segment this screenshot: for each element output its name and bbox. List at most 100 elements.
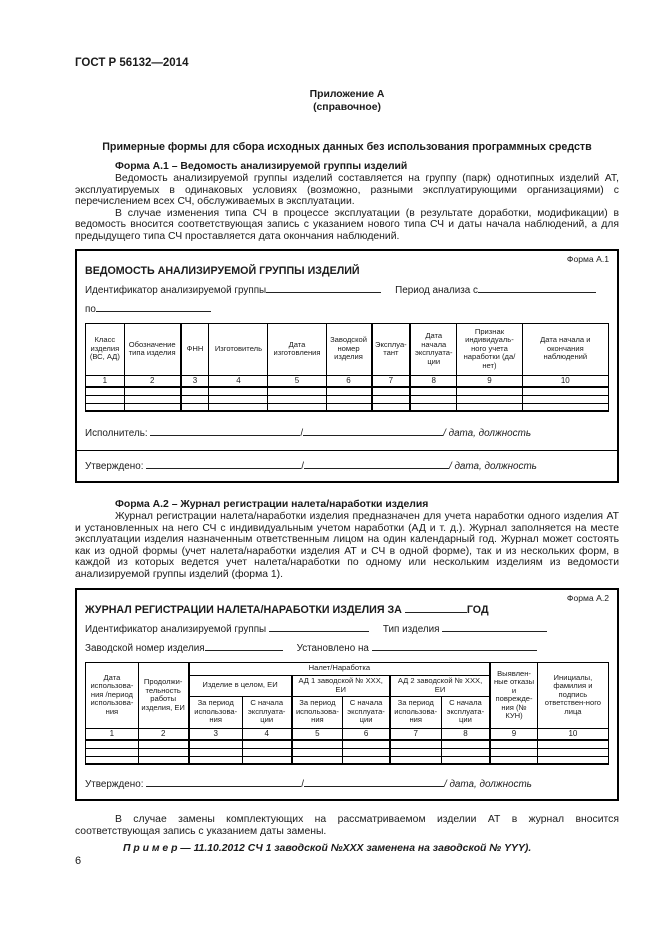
field-label-group: Идентификатор анализируемой группы (85, 623, 267, 635)
approved-label: Утверждено: (85, 461, 144, 473)
column-header: Инициалы, фамилия и подпись ответствен-н… (536, 661, 610, 729)
table-header-row-1: Дата использова-ния /период использова-н… (85, 661, 610, 729)
column-number: 8 (409, 374, 458, 389)
column-number: 6 (342, 727, 391, 742)
form-a1-box: Форма А.1 ВЕДОМОСТЬ АНАЛИЗИРУЕМОЙ ГРУППЫ… (75, 248, 619, 484)
table-header-row: Класс изделия (ВС, АД) Обозначение типа … (85, 322, 610, 376)
column-header: Класс изделия (ВС, АД) (85, 322, 125, 376)
slash: / (301, 779, 304, 791)
column-number: 10 (536, 727, 610, 742)
blank-line (150, 427, 301, 437)
field-label-type: Тип изделия (382, 623, 440, 635)
doc-number: ГОСТ Р 56132—2014 (75, 57, 189, 69)
column-number: 10 (521, 374, 610, 389)
field-label-period: Период анализа с (395, 284, 478, 296)
column-number: 3 (187, 727, 243, 742)
empty-row (85, 739, 610, 749)
approved-signature-line: Утверждено: / / дата, должность (85, 460, 609, 473)
blank-line (477, 284, 596, 293)
field-label-installed: Установлено на (296, 642, 369, 654)
form-a1-field-line-1: Идентификатор анализируемой группы Период… (85, 284, 609, 297)
empty-row (85, 747, 610, 757)
column-header: Изготовитель (208, 322, 269, 376)
empty-row (85, 394, 610, 404)
form-a2-field-line-2: Заводской номер изделия Установлено на (85, 642, 609, 655)
empty-row (85, 402, 610, 412)
form-a2-table: Дата использова-ния /период использова-н… (85, 661, 610, 766)
column-number: 6 (325, 374, 373, 389)
column-header: Дата начала и окончания наблюдений (521, 322, 610, 376)
column-number: 8 (440, 727, 491, 742)
column-header: Дата использова-ния /период использова-н… (85, 661, 139, 729)
column-number: 4 (241, 727, 293, 742)
form-a1-field-line-2: по (85, 303, 609, 316)
form-a2-title-prefix: ЖУРНАЛ РЕГИСТРАЦИИ НАЛЕТА/НАРАБОТКИ ИЗДЕ… (85, 603, 402, 616)
column-number: 5 (290, 727, 344, 742)
column-header: Дата изготовления (267, 322, 327, 376)
column-header: Продолжи-тельность работы изделия, ЕИ (137, 661, 190, 729)
form-a1-title: ВЕДОМОСТЬ АНАЛИЗИРУЕМОЙ ГРУППЫ ИЗДЕЛИЙ (85, 264, 360, 277)
column-number-row: 1 2 3 4 5 6 7 8 9 10 (85, 374, 610, 389)
blank-line (266, 284, 382, 293)
column-header: ФНН (179, 322, 210, 376)
column-number: 1 (85, 727, 139, 742)
form-a2-section-heading: Форма А.2 – Журнал регистрации налета/на… (115, 499, 429, 511)
signature-note: / дата, должность (443, 428, 532, 440)
subgroup-header: АД 1 заводской № XXX, ЕИ (290, 674, 391, 697)
blank-line (303, 460, 449, 470)
form-a2-title-suffix: ГОД (466, 603, 489, 616)
blank-line (404, 604, 467, 613)
field-label-group: Идентификатор анализируемой группы (85, 284, 267, 296)
column-header: Обозначение типа изделия (123, 322, 182, 376)
form-a2-field-line-1: Идентификатор анализируемой группы Тип и… (85, 623, 609, 636)
blank-line (146, 460, 302, 470)
blank-line (146, 778, 302, 788)
group-header: Налет/Наработка (187, 661, 491, 676)
column-number: 4 (208, 374, 269, 389)
column-number: 7 (370, 374, 411, 389)
subcolumn-header: С начала эксплуата-ции (342, 695, 391, 729)
subcolumn-header: С начала эксплуата-ции (440, 695, 491, 729)
page-title: Примерные формы для сбора исходных данны… (102, 141, 592, 153)
column-number: 9 (456, 374, 523, 389)
blank-line (303, 427, 444, 437)
subcolumn-header: За период использова-ния (187, 695, 243, 729)
form-a1-paragraph-1: Ведомость анализируемой группы изделий с… (75, 173, 619, 208)
page-number: 6 (75, 855, 82, 867)
column-number: 9 (489, 727, 538, 742)
column-number: 7 (388, 727, 442, 742)
executor-label: Исполнитель: (85, 428, 148, 440)
column-header: Выявлен-ные отказы и поврежде-ния (№ КУН… (489, 661, 538, 729)
form-a2-title: ЖУРНАЛ РЕГИСТРАЦИИ НАЛЕТА/НАРАБОТКИ ИЗДЕ… (85, 604, 609, 617)
field-label-po: по (85, 303, 96, 315)
empty-row (85, 386, 610, 396)
approved-label: Утверждено: (85, 779, 144, 791)
executor-signature-line: Исполнитель: / / дата, должность (85, 427, 609, 440)
column-number: 1 (85, 374, 125, 389)
signature-note: / дата, должность (443, 779, 532, 791)
column-number-row: 1 2 3 4 5 6 7 8 9 10 (85, 727, 610, 742)
field-label-serial: Заводской номер изделия (85, 642, 205, 654)
appendix-title: Приложение А (309, 89, 385, 100)
column-header: Эксплуа-тант (370, 322, 411, 376)
blank-line (442, 623, 548, 632)
form-a2-corner-label: Форма А.2 (566, 592, 609, 603)
blank-line (371, 642, 537, 651)
subgroup-header: АД 2 заводской № XXX, ЕИ (388, 674, 491, 697)
divider (77, 450, 617, 452)
column-number: 5 (267, 374, 327, 389)
example-text: П р и м е р — 11.10.2012 СЧ 1 заводской … (123, 843, 532, 855)
column-header: Заводской номер изделия (325, 322, 373, 376)
form-a2-box: Форма А.2 ЖУРНАЛ РЕГИСТРАЦИИ НАЛЕТА/НАРА… (75, 587, 619, 802)
form-a1-paragraph-2: В случае изменения типа СЧ в процессе эк… (75, 207, 619, 242)
form-a1-corner-label: Форма А.1 (566, 253, 609, 264)
table-header-row-2: Изделие в целом, ЕИ АД 1 заводской № XXX… (86, 674, 609, 697)
column-header: Признак индивидуаль-ного учета наработки… (456, 322, 523, 376)
closing-paragraph: В случае замены комплектующих на рассмат… (75, 814, 619, 837)
subgroup-header: Изделие в целом, ЕИ (187, 674, 293, 697)
slash: / (301, 461, 304, 473)
blank-line (303, 778, 444, 788)
slash: / (300, 428, 304, 440)
approved-signature-line: Утверждено: / / дата, должность (85, 778, 609, 791)
